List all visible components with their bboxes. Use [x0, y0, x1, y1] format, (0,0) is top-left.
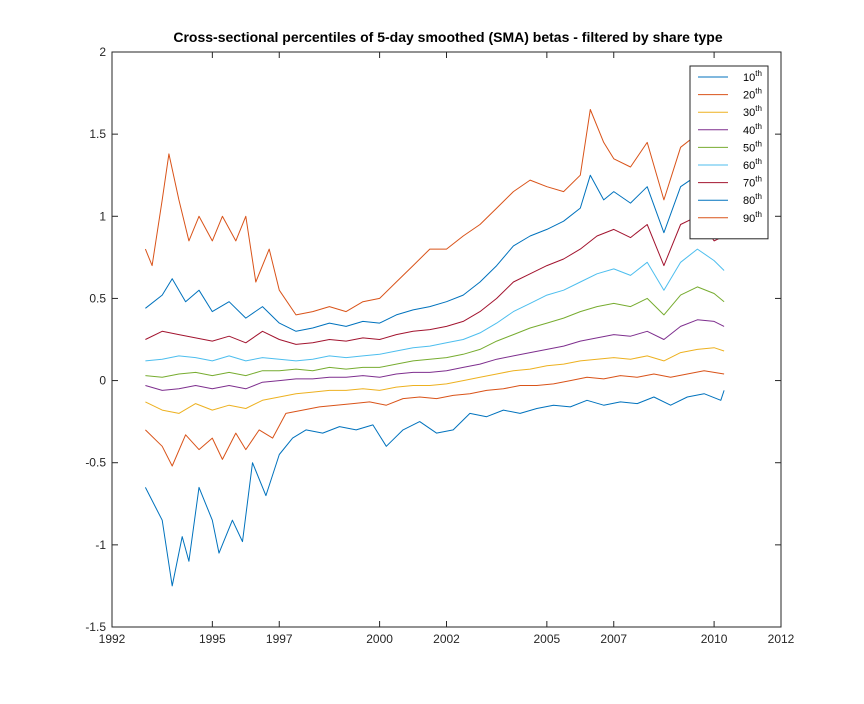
- x-tick-label: 1992: [99, 632, 126, 646]
- legend-entry-number: 40: [743, 125, 755, 137]
- x-tick-label: 2005: [533, 632, 560, 646]
- legend-entry: 10th: [743, 69, 762, 84]
- chart-title: Cross-sectional percentiles of 5-day smo…: [173, 29, 722, 45]
- legend-entry-number: 60: [743, 160, 755, 172]
- y-tick-label: 0.5: [89, 291, 106, 305]
- series-line-70th: [145, 215, 725, 345]
- legend-entry-number: 70: [743, 178, 755, 190]
- series-line-10th: [144, 390, 725, 587]
- series-lines: [144, 109, 725, 587]
- legend-entry: 30th: [743, 104, 762, 119]
- x-tick-label: 1997: [266, 632, 293, 646]
- series-line-30th: [145, 347, 725, 414]
- y-tick-label: -0.5: [85, 456, 106, 470]
- y-tick-label: 2: [99, 45, 106, 59]
- x-tick-label: 2002: [433, 632, 460, 646]
- legend-entry-number: 90: [743, 213, 755, 225]
- legend-entry-number: 80: [743, 195, 755, 207]
- y-tick-label: 1.5: [89, 127, 106, 141]
- legend-entry-suffix: th: [755, 104, 762, 113]
- legend-entry-suffix: th: [755, 210, 762, 219]
- y-tick-label: 0: [99, 374, 106, 388]
- x-tick-label: 2012: [768, 632, 795, 646]
- series-line-80th: [145, 174, 725, 332]
- legend-entry: 20th: [743, 87, 762, 102]
- legend-entry-number: 50: [743, 142, 755, 154]
- legend-entry-suffix: th: [755, 87, 762, 96]
- legend-entry: 60th: [743, 157, 762, 172]
- axis-ticks: 1992 1995 1997 2000 2002 2005 2007 2010 2012-1.5…: [85, 45, 794, 646]
- legend-entry-suffix: th: [755, 122, 762, 131]
- legend-entry-number: 20: [743, 90, 755, 102]
- legend-entry-suffix: th: [755, 139, 762, 148]
- legend-entry-suffix: th: [755, 157, 762, 166]
- legend-entry-suffix: th: [755, 192, 762, 201]
- y-tick-label: 1: [99, 209, 106, 223]
- y-tick-label: -1.5: [85, 620, 106, 634]
- legend-entry-number: 30: [743, 107, 755, 119]
- series-line-90th: [144, 109, 725, 316]
- legend-entry: 70th: [743, 175, 762, 190]
- series-line-20th: [145, 370, 725, 467]
- x-tick-label: 2000: [366, 632, 393, 646]
- series-line-50th: [145, 286, 725, 378]
- legend-entry: 40th: [743, 122, 762, 137]
- x-tick-label: 1995: [199, 632, 226, 646]
- series-line-60th: [145, 248, 725, 362]
- plot-area: [111, 51, 782, 628]
- legend-entry-suffix: th: [755, 175, 762, 184]
- legend-entry: 50th: [743, 139, 762, 154]
- legend-entry-number: 10: [743, 72, 755, 84]
- legend-entry-suffix: th: [755, 69, 762, 78]
- legend-entry: 80th: [743, 192, 762, 207]
- x-tick-label: 2010: [701, 632, 728, 646]
- x-tick-label: 2007: [600, 632, 627, 646]
- y-tick-label: -1: [95, 538, 106, 552]
- legend-entry: 90th: [743, 210, 762, 225]
- series-line-40th: [145, 319, 725, 391]
